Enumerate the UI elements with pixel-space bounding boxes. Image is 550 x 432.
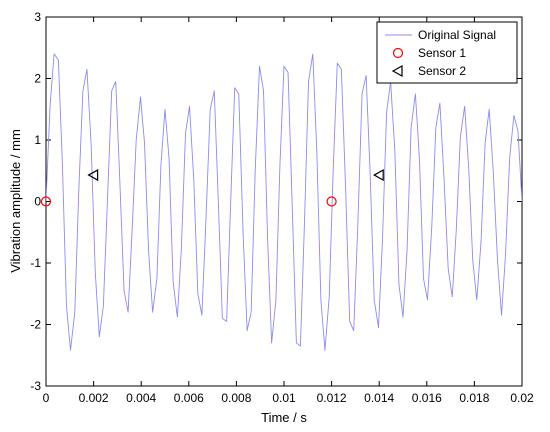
y-tick-label: -1 — [30, 256, 41, 270]
series-line-original-signal — [46, 53, 522, 351]
x-tick-label: 0.002 — [79, 391, 109, 405]
series-layer — [46, 53, 522, 351]
y-tick-label: 0 — [34, 195, 41, 209]
legend-label-sensor-1: Sensor 1 — [418, 46, 466, 60]
y-axis: -3 -2 -1 0 1 2 3 — [30, 10, 522, 393]
sensor-2-point — [372, 169, 384, 182]
x-tick-label: 0.02 — [510, 391, 534, 405]
sensor-1-point — [326, 196, 337, 207]
x-tick-label: 0.016 — [412, 391, 442, 405]
legend-marker-sensor-1 — [392, 47, 404, 59]
legend: Original Signal Sensor 1 Sensor 2 — [376, 21, 518, 84]
x-axis-label: Time / s — [261, 410, 307, 425]
y-tick-label: 1 — [34, 133, 41, 147]
y-tick-label: -2 — [30, 318, 41, 332]
x-tick-label: 0.01 — [272, 391, 296, 405]
marker-layer — [40, 169, 384, 207]
legend-marker-sensor-2 — [391, 64, 403, 78]
x-tick-label: 0.014 — [364, 391, 394, 405]
legend-box — [376, 21, 518, 84]
y-tick-label: -3 — [30, 379, 41, 393]
legend-label-sensor-2: Sensor 2 — [418, 64, 466, 78]
sensor-1-point — [40, 196, 52, 207]
sensor-2-point — [87, 169, 99, 182]
x-tick-label: 0.018 — [459, 391, 489, 405]
x-tick-label: 0.008 — [221, 391, 251, 405]
y-axis-label: Vibration amplitude / mm — [8, 129, 23, 273]
x-axis: 0 0.002 0.004 0.006 0.008 0.01 0.012 0.014 0.016… — [43, 17, 534, 405]
x-tick-label: 0.004 — [126, 391, 156, 405]
x-tick-label: 0.012 — [317, 391, 347, 405]
x-tick-label: 0.006 — [174, 391, 204, 405]
y-tick-label: 3 — [34, 10, 41, 24]
x-tick-label: 0 — [43, 391, 50, 405]
y-tick-label: 2 — [34, 72, 41, 86]
legend-label-original-signal: Original Signal — [418, 28, 496, 42]
